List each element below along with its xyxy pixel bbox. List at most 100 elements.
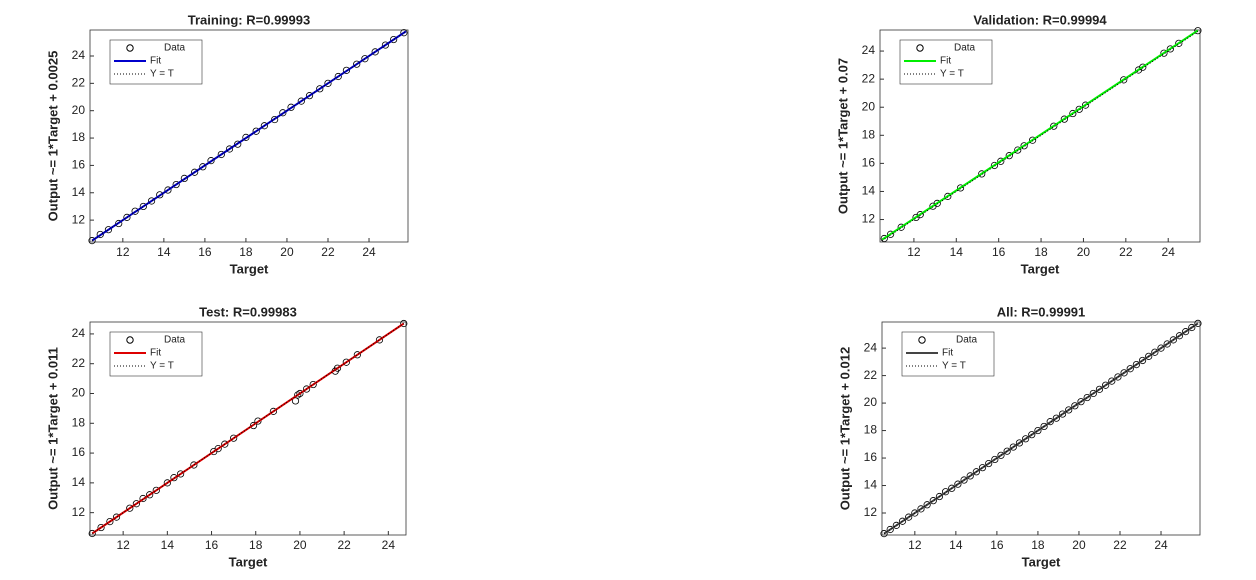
y-tick-label: 20 <box>72 386 86 400</box>
fit-line <box>91 30 407 242</box>
data-point <box>1102 381 1110 389</box>
data-point <box>1188 323 1196 332</box>
y-tick-label: 22 <box>72 76 86 90</box>
data-point <box>180 174 188 182</box>
data-point <box>316 85 324 93</box>
y-axis-label: Output ~= 1*Target + 0.011 <box>45 347 60 510</box>
y-tick-label: 18 <box>72 130 86 144</box>
x-tick-label: 20 <box>293 538 307 552</box>
fit-line <box>91 322 405 535</box>
data-point <box>254 417 262 425</box>
y-tick-label: 12 <box>864 505 878 519</box>
data-point <box>163 479 171 487</box>
data-point <box>1020 142 1028 150</box>
data-point <box>172 180 180 189</box>
data-point <box>1182 328 1190 336</box>
data-point <box>1069 109 1077 118</box>
y-tick-label: 22 <box>72 356 86 370</box>
data-point <box>954 480 962 488</box>
data-point <box>966 472 974 480</box>
x-tick-label: 16 <box>205 538 219 552</box>
data-point <box>156 191 164 199</box>
y-tick-label: 16 <box>862 156 876 170</box>
data-point <box>115 219 123 228</box>
data-point <box>1015 439 1024 447</box>
data-point <box>225 145 234 153</box>
legend-label: Y = T <box>150 69 174 80</box>
data-point <box>1083 393 1091 402</box>
data-point <box>898 517 907 525</box>
x-tick-label: 16 <box>992 245 1006 259</box>
y-axis-label: Output ~= 1*Target + 0.012 <box>837 347 852 510</box>
data-point <box>353 60 361 68</box>
data-point <box>897 223 905 231</box>
data-point <box>207 157 215 165</box>
data-point <box>991 455 999 464</box>
x-tick-label: 16 <box>990 538 1004 552</box>
data-point <box>1046 418 1054 426</box>
y-tick-label: 22 <box>862 71 876 85</box>
y-tick-label: 24 <box>72 48 86 62</box>
y-tick-label: 20 <box>862 99 876 113</box>
data-point <box>106 517 114 526</box>
x-tick-label: 12 <box>116 245 130 259</box>
data-point <box>1166 45 1174 53</box>
y-tick-label: 24 <box>864 340 878 354</box>
data-point <box>88 529 96 538</box>
data-point <box>880 530 888 538</box>
y-axis-label: Output ~= 1*Target + 0.0025 <box>45 51 60 222</box>
data-point <box>112 513 121 521</box>
data-point <box>260 122 268 130</box>
data-point <box>933 199 941 207</box>
data-point <box>1194 27 1202 35</box>
chart-title: All: R=0.99991 <box>997 304 1086 319</box>
y-tick-label: 18 <box>72 415 86 429</box>
data-point <box>131 207 139 215</box>
x-axis-label: Target <box>230 261 269 276</box>
data-point <box>972 468 980 476</box>
data-point <box>948 484 956 492</box>
y-tick-label: 12 <box>862 212 876 226</box>
legend-label: Y = T <box>150 361 174 372</box>
legend-label: Data <box>164 335 186 346</box>
data-point <box>177 470 185 478</box>
data-point <box>249 421 258 430</box>
data-point <box>126 504 134 512</box>
data-point <box>911 509 919 517</box>
data-point <box>1058 410 1067 418</box>
data-point <box>886 525 894 534</box>
data-point <box>1081 101 1090 109</box>
legend-label: Fit <box>150 348 161 359</box>
data-point <box>941 488 950 496</box>
legend-label: Fit <box>942 348 953 359</box>
x-tick-label: 12 <box>908 538 922 552</box>
data-point <box>342 66 351 74</box>
data-point <box>1034 426 1042 435</box>
data-point <box>1163 340 1171 348</box>
data-point <box>199 163 207 171</box>
y-tick-label: 12 <box>72 505 86 519</box>
x-tick-label: 22 <box>1119 245 1133 259</box>
chart-title: Training: R=0.99993 <box>188 12 310 27</box>
data-point <box>400 319 408 328</box>
data-point <box>302 385 311 393</box>
data-point <box>1075 105 1083 113</box>
data-point <box>1114 373 1122 381</box>
data-point <box>97 523 105 532</box>
data-point <box>985 459 993 468</box>
data-point <box>1009 443 1017 451</box>
data-point <box>1160 49 1168 57</box>
data-point <box>361 55 369 63</box>
data-point <box>104 226 113 234</box>
data-point <box>234 140 242 148</box>
x-tick-label: 18 <box>249 538 263 552</box>
data-point <box>400 29 408 37</box>
data-point <box>997 451 1005 459</box>
data-point <box>305 92 314 100</box>
y-tick-label: 12 <box>72 212 86 226</box>
data-point <box>190 461 198 469</box>
data-point <box>1175 39 1183 47</box>
legend-marker <box>916 44 924 52</box>
